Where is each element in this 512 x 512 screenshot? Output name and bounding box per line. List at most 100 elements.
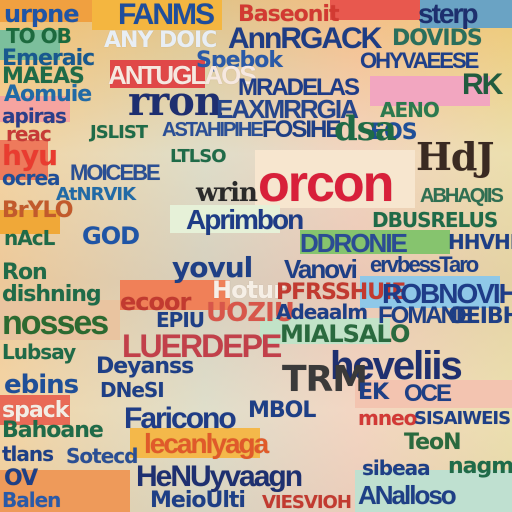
collage-word: TeoN xyxy=(404,430,462,455)
color-patch xyxy=(0,470,130,512)
collage-word: GOD xyxy=(82,222,140,250)
color-patch xyxy=(420,0,512,28)
collage-word: Deyanss xyxy=(96,354,194,379)
color-patch xyxy=(0,395,70,425)
collage-word: SISAIWEIS xyxy=(414,408,511,429)
color-patch xyxy=(260,318,390,344)
collage-word: apiras xyxy=(2,104,67,128)
color-patch xyxy=(360,276,500,308)
collage-word: EK xyxy=(358,380,389,405)
collage-word: FANMS xyxy=(118,0,215,31)
collage-word: OHYVAEESE xyxy=(360,48,479,73)
collage-word: HHVHNIA xyxy=(448,230,512,254)
collage-word: ebins xyxy=(4,370,79,400)
collage-word: ROBNOVIH xyxy=(382,278,512,309)
collage-word: LTLSO xyxy=(170,146,227,167)
collage-word: reac xyxy=(6,122,52,146)
collage-word: EOS xyxy=(370,120,418,145)
collage-word: urpne xyxy=(4,0,79,28)
collage-word: rron xyxy=(128,78,223,125)
collage-word: TO OB xyxy=(6,24,72,48)
collage-word: nAcL xyxy=(4,226,55,250)
collage-word: lecanlyaga xyxy=(144,428,269,459)
collage-word: ANY DOIC xyxy=(104,28,217,53)
collage-word: TRM xyxy=(282,359,368,400)
collage-word: mneo xyxy=(358,406,417,430)
collage-word: BrYLO xyxy=(2,198,73,223)
collage-word: nagmih xyxy=(448,454,512,479)
collage-word: AENO xyxy=(380,98,440,122)
color-patch xyxy=(110,60,205,88)
collage-word: ervbessTaro xyxy=(370,252,479,277)
collage-word: ocrea xyxy=(2,166,61,190)
color-patch xyxy=(0,30,60,60)
collage-word: DDRONIE xyxy=(300,228,408,258)
collage-word: DBUSRELUS xyxy=(372,208,498,232)
collage-word: EPIU xyxy=(156,308,205,332)
collage-word: Aomuie xyxy=(4,82,92,107)
collage-word: UOZIU xyxy=(206,298,295,328)
color-patch xyxy=(370,76,490,106)
collage-word: Vanovi xyxy=(284,254,358,284)
collage-word: Sotecd xyxy=(66,444,138,468)
collage-word: RK xyxy=(462,68,503,101)
collage-word: ANalloso xyxy=(358,480,457,510)
collage-word: Balen xyxy=(2,488,61,512)
collage-word: MAEAS xyxy=(2,64,85,89)
collage-word: tlans xyxy=(2,442,54,466)
collage-word: DNeSI xyxy=(100,378,165,402)
color-patch xyxy=(92,0,222,30)
collage-word: AtNRVIK xyxy=(56,184,136,205)
collage-word: MeioUlti xyxy=(150,488,246,512)
collage-word: DOVIDS xyxy=(392,26,483,51)
collage-word: dsa xyxy=(334,109,397,149)
collage-word: ecoor xyxy=(120,288,191,316)
collage-word: FOMANE xyxy=(378,302,472,329)
color-patch xyxy=(170,205,280,233)
collage-word: EAXMRRGIA xyxy=(216,94,359,124)
collage-word: heveliis xyxy=(330,344,463,388)
collage-word: wrin xyxy=(196,178,258,208)
color-patch xyxy=(0,140,48,180)
collage-word: Ron xyxy=(2,260,48,285)
color-patch xyxy=(0,210,60,234)
collage-word: HdJ xyxy=(416,134,494,179)
collage-word: dishning xyxy=(2,282,102,307)
collage-word: Bahoane xyxy=(2,418,104,443)
color-patch xyxy=(355,470,512,512)
collage-word: ABHAQIIS xyxy=(420,185,504,207)
collage-word: MIALSALO xyxy=(280,320,410,348)
collage-word: OV xyxy=(4,466,38,491)
collage-word: Spebok xyxy=(196,48,283,73)
collage-word: PFRSSHUIE xyxy=(276,280,406,305)
collage-word: AnnRGACK xyxy=(228,22,382,55)
collage-word: sterp xyxy=(418,0,478,29)
collage-word: sibeaa xyxy=(362,456,431,480)
color-patch xyxy=(0,300,120,340)
collage-word: FOSIHE xyxy=(262,116,341,143)
collage-word: spack xyxy=(2,398,69,423)
collage-word: nosses xyxy=(2,304,109,342)
collage-word: OEIBHK xyxy=(448,304,512,329)
collage-word: JSLIST xyxy=(90,122,148,143)
collage-word: ASTAHIPIHE xyxy=(162,119,264,141)
collage-word: orcon xyxy=(258,155,394,213)
color-patch xyxy=(255,150,415,208)
collage-word: Emeraic xyxy=(2,46,95,71)
collage-word: Lubsay xyxy=(2,340,76,364)
collage-word: MRADELAS xyxy=(238,74,360,101)
collage-word: yovul xyxy=(172,251,253,284)
collage-word: HeNUyvaagn xyxy=(136,460,303,493)
color-patch xyxy=(120,280,230,310)
collage-word: LUERDEPE xyxy=(122,328,282,364)
collage-word: Baseonit xyxy=(238,2,339,27)
color-patch xyxy=(130,428,260,458)
collage-word: Faricono xyxy=(124,402,237,435)
collage-word: OCE xyxy=(404,380,452,407)
collage-word: VIESVIOH xyxy=(262,492,352,512)
color-patch xyxy=(300,230,450,254)
collage-word: Aprimbon xyxy=(186,204,304,235)
collage-word: MOICEBE xyxy=(70,160,161,185)
color-patch xyxy=(0,96,70,122)
